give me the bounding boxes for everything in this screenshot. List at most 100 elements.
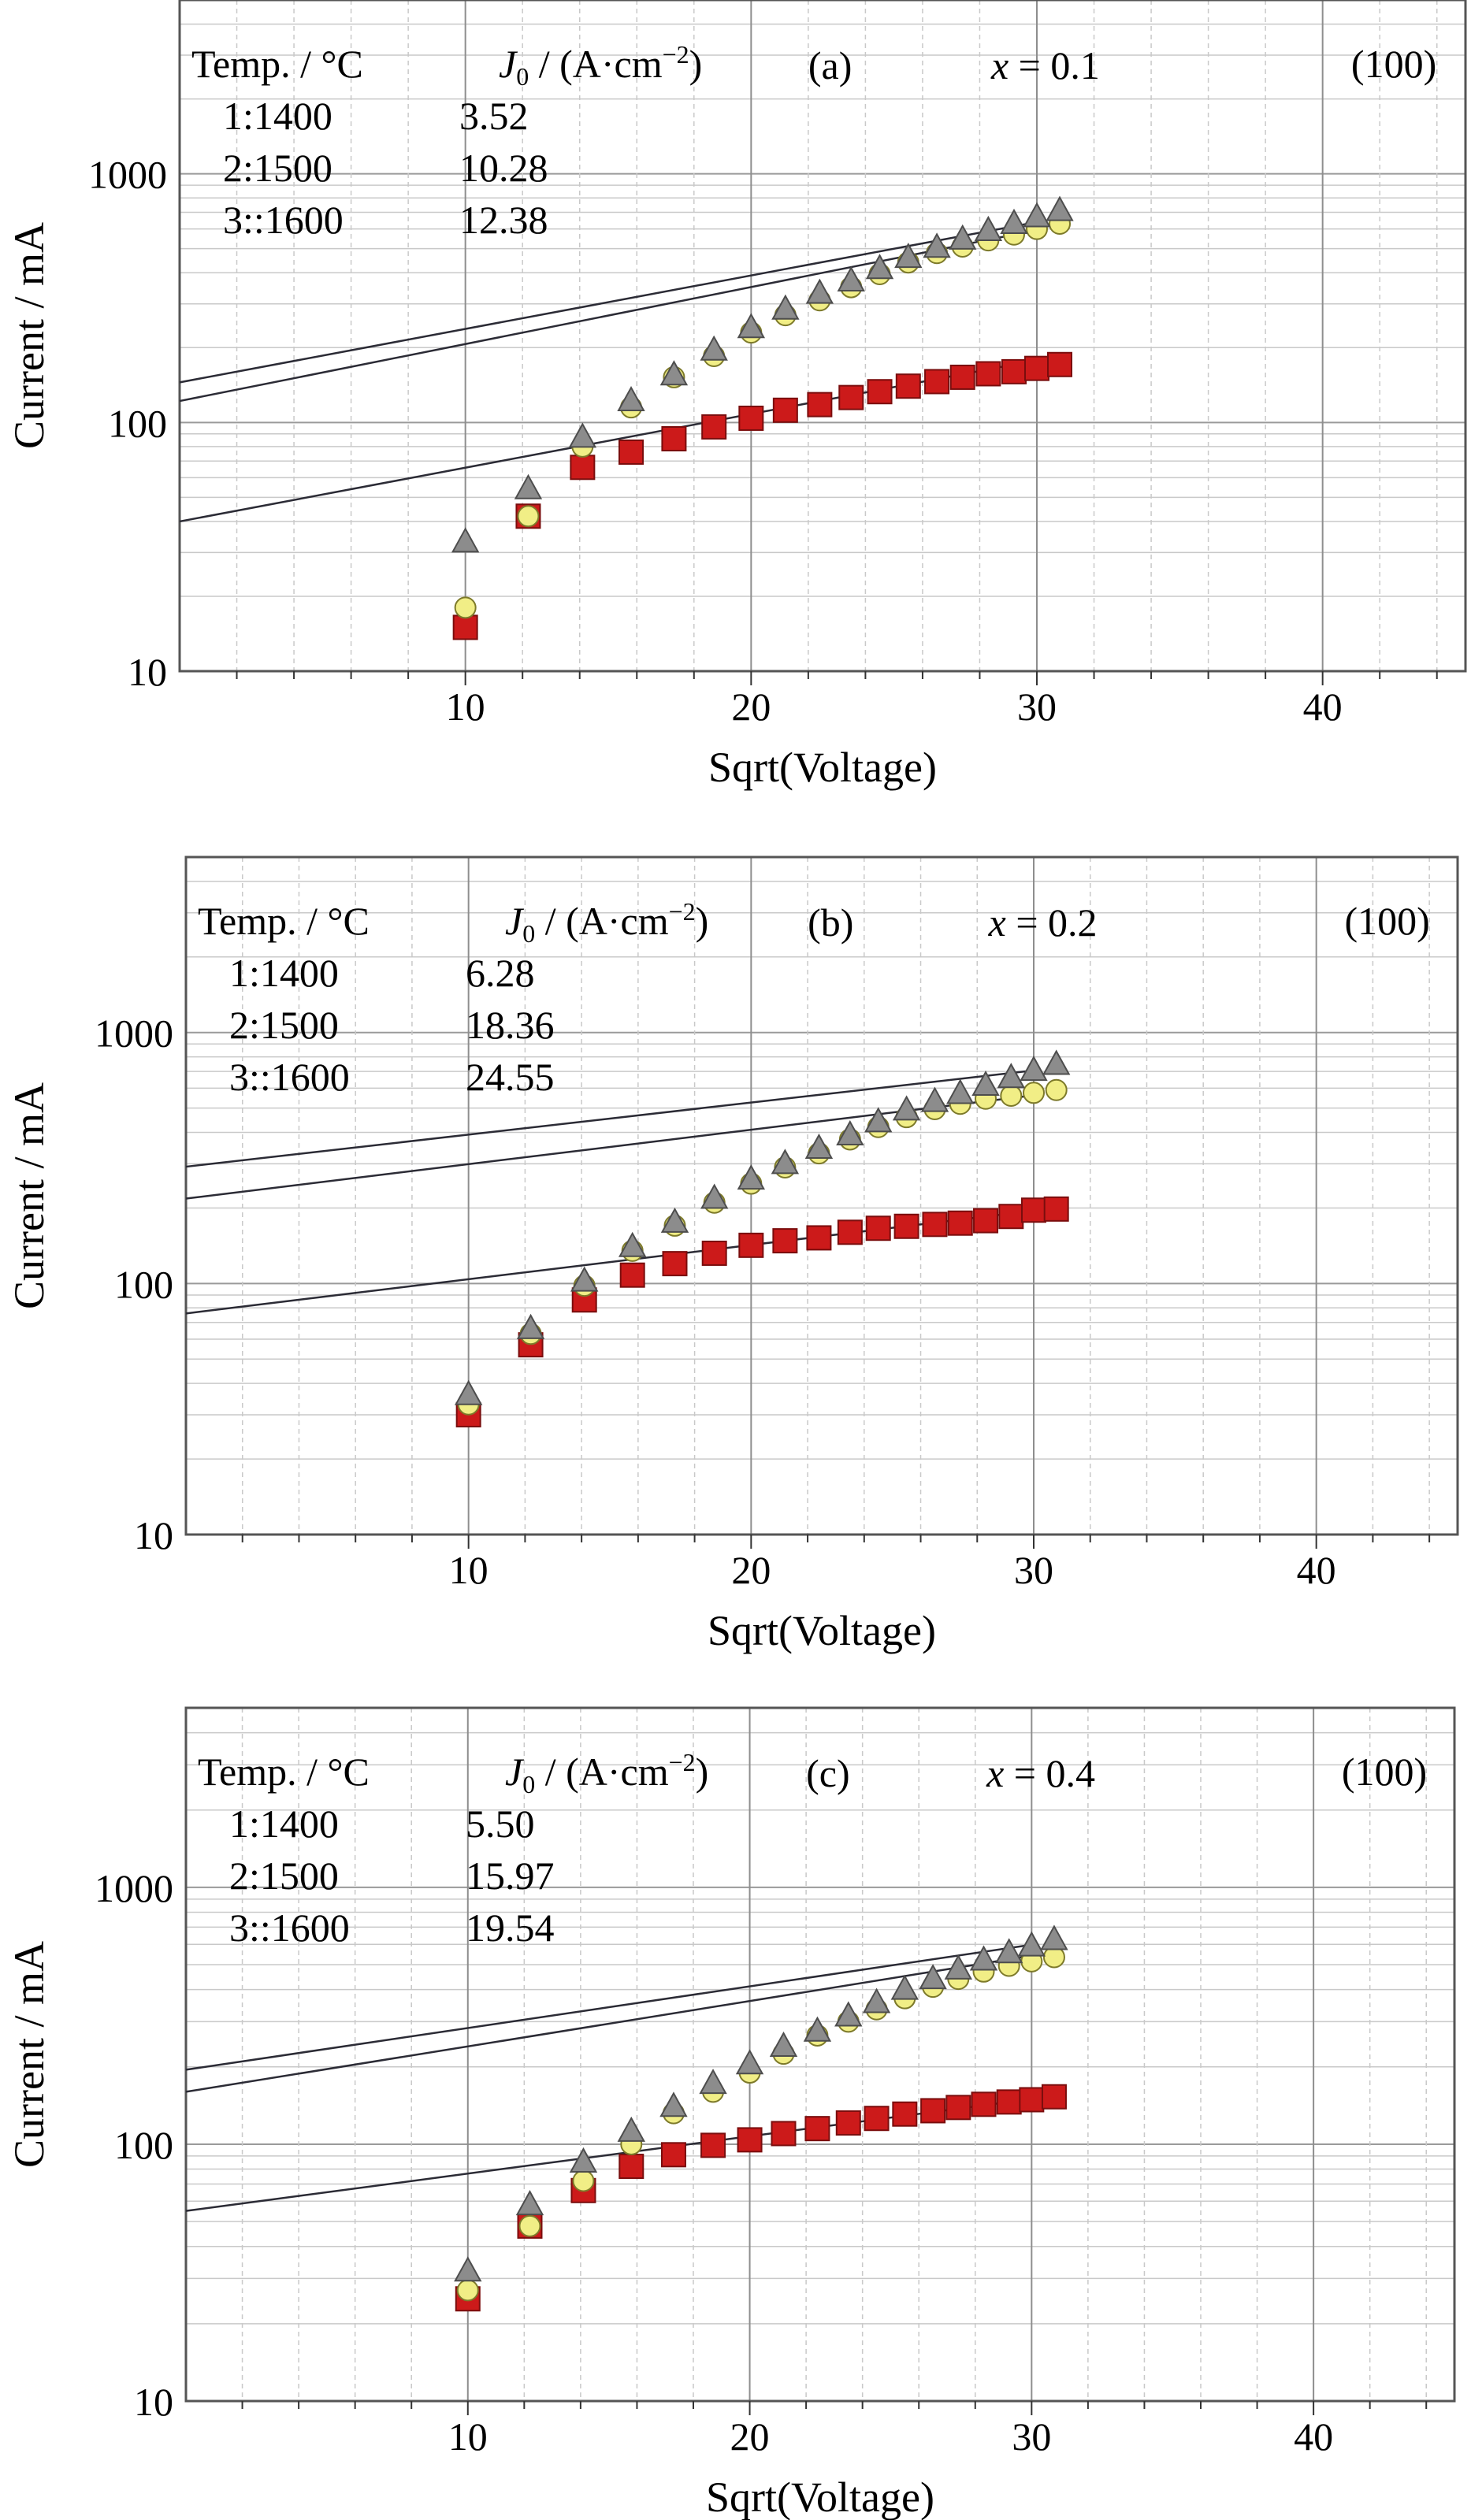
- y-tick-label: 1000: [95, 1011, 173, 1056]
- data-point-square: [737, 2127, 763, 2153]
- data-point-square: [922, 1212, 948, 1238]
- data-point-square: [618, 2154, 644, 2180]
- x-axis-label: Sqrt(Voltage): [708, 744, 937, 791]
- data-point-square: [772, 397, 798, 423]
- legend-row-j0: 18.36: [466, 1003, 555, 1047]
- panel-label: (c): [806, 1751, 850, 1795]
- plot-area: [180, 0, 1465, 671]
- data-point-triangle: [946, 1078, 975, 1104]
- legend-row-temp: 2:1500: [229, 1003, 339, 1047]
- data-point-triangle: [570, 1266, 599, 1292]
- data-point-circle: [1000, 1084, 1023, 1107]
- data-point-square: [807, 392, 833, 418]
- legend-header-temp: Temp. / °C: [198, 899, 370, 943]
- data-point-triangle: [836, 1119, 864, 1146]
- legend-header-temp: Temp. / °C: [191, 42, 363, 86]
- data-point-triangle: [919, 1964, 947, 1990]
- legend-row-j0: 24.55: [466, 1055, 555, 1099]
- data-point-square: [975, 361, 1001, 387]
- data-point-triangle: [1020, 1056, 1048, 1082]
- data-point-triangle: [865, 254, 894, 280]
- x-tick-label: 10: [446, 685, 485, 729]
- legend: Temp. / °C J0 / (A·cm−2) 1:1400 6.28 2:1500 1…: [198, 897, 708, 1099]
- data-point-square: [738, 405, 764, 431]
- data-point-circle: [572, 2169, 595, 2192]
- data-point-square: [920, 2098, 946, 2124]
- fit-line: [185, 1954, 1032, 2093]
- y-tick-label: 100: [114, 1262, 173, 1306]
- data-point-triangle: [451, 527, 480, 553]
- data-point-triangle: [1042, 1049, 1071, 1075]
- legend-row-temp: 3::1600: [223, 198, 344, 242]
- y-tick-label: 10: [128, 650, 167, 694]
- legend-row-temp: 3::1600: [229, 1906, 350, 1950]
- data-point-triangle: [700, 335, 728, 361]
- x-tick-label: 20: [731, 1548, 771, 1592]
- composition-label: x = 0.2: [988, 900, 1098, 945]
- data-point-square: [1043, 1196, 1069, 1222]
- data-point-square: [835, 2110, 861, 2136]
- data-point-triangle: [923, 232, 951, 258]
- data-point-triangle: [568, 422, 597, 448]
- data-point-circle: [1045, 1078, 1068, 1101]
- series-square: [455, 2084, 1067, 2312]
- y-tick-label: 10: [134, 1513, 173, 1557]
- data-point-triangle: [700, 1183, 729, 1209]
- x-tick-label: 30: [1012, 2414, 1051, 2459]
- chart-panel: 10 20 30 40 10 100 1000 Sqrt(Voltage) Current / …: [6, 0, 1467, 791]
- data-point-square: [1047, 351, 1073, 377]
- data-point-triangle: [659, 2091, 688, 2117]
- data-point-square: [452, 614, 478, 640]
- data-point-triangle: [454, 2256, 482, 2282]
- data-point-square: [949, 364, 975, 390]
- legend-row-temp: 2:1500: [229, 1854, 339, 1898]
- legend-row-j0: 15.97: [466, 1854, 555, 1898]
- data-point-triangle: [804, 1133, 834, 1159]
- x-tick-label: 10: [448, 2414, 488, 2459]
- data-point-square: [660, 2142, 686, 2168]
- data-point-triangle: [454, 1379, 483, 1405]
- data-point-triangle: [837, 265, 865, 291]
- data-point-triangle: [949, 224, 977, 250]
- data-point-triangle: [516, 1313, 545, 1339]
- legend-header-temp: Temp. / °C: [198, 1750, 370, 1794]
- data-point-square: [864, 2106, 890, 2132]
- data-point-triangle: [834, 2001, 863, 2027]
- data-point-square: [924, 369, 950, 395]
- x-tick-label: 20: [731, 685, 771, 729]
- data-point-circle: [518, 2214, 541, 2237]
- grid: [186, 1707, 1454, 2402]
- series-square: [452, 351, 1073, 640]
- data-point-square: [998, 1204, 1024, 1230]
- data-point-square: [1024, 355, 1049, 381]
- series-square: [455, 1196, 1069, 1427]
- data-point-triangle: [1000, 208, 1028, 234]
- data-point-triangle: [969, 1945, 998, 1971]
- data-point-triangle: [1023, 202, 1051, 228]
- data-point-square: [619, 1262, 645, 1288]
- data-point-triangle: [617, 385, 645, 412]
- data-point-triangle: [659, 360, 689, 386]
- composition-label: x = 0.1: [990, 43, 1100, 87]
- data-point-square: [867, 379, 893, 405]
- data-point-square: [772, 1228, 798, 1254]
- legend-row-j0: 3.52: [459, 94, 529, 138]
- data-point-triangle: [735, 2049, 764, 2075]
- legend-row-temp: 1:1400: [229, 1802, 339, 1846]
- data-point-square: [996, 2089, 1022, 2115]
- data-point-triangle: [515, 2190, 544, 2216]
- x-tick-label: 40: [1303, 685, 1343, 729]
- data-point-triangle: [997, 1063, 1026, 1089]
- data-point-square: [893, 1213, 919, 1239]
- data-point-triangle: [699, 2069, 727, 2095]
- data-point-triangle: [803, 2016, 832, 2042]
- fit-line: [179, 359, 1038, 523]
- plot-frame: [184, 1706, 1456, 2403]
- data-point-square: [661, 426, 687, 452]
- legend-row-j0: 10.28: [459, 146, 548, 190]
- series-triangle: [454, 1924, 1068, 2282]
- legend-row-j0: 5.50: [466, 1802, 535, 1846]
- data-point-square: [838, 384, 864, 410]
- data-point-circle: [1023, 1082, 1045, 1104]
